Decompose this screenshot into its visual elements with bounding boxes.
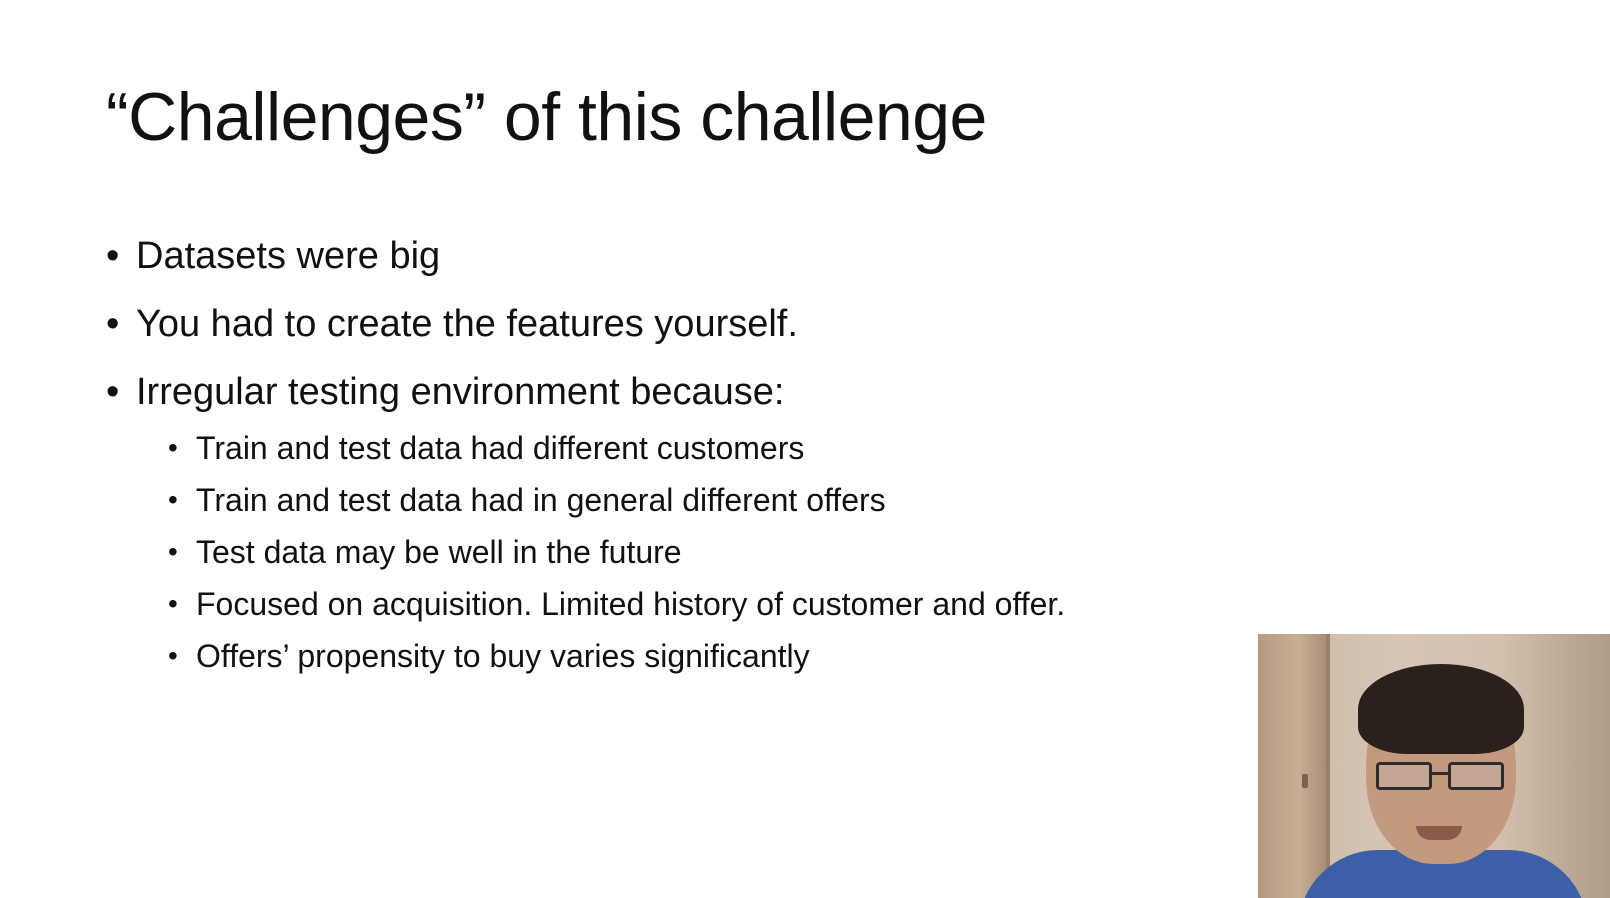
bullet-text: You had to create the features yourself. xyxy=(136,303,798,345)
bullet-text: Datasets were big xyxy=(136,235,441,277)
bullet-item: Datasets were big xyxy=(106,226,1065,286)
glasses-bridge xyxy=(1432,772,1448,775)
presenter-mouth xyxy=(1416,826,1462,840)
glasses-lens-right xyxy=(1448,762,1504,790)
background-door xyxy=(1258,634,1330,898)
sub-bullet-list: Train and test data had different custom… xyxy=(166,422,1065,682)
bullet-list: Datasets were big You had to create the … xyxy=(106,226,1065,690)
bullet-text: Irregular testing environment because: xyxy=(136,371,785,413)
sub-bullet-item: Train and test data had in general diffe… xyxy=(166,474,1065,526)
door-handle xyxy=(1302,774,1308,788)
glasses-lens-left xyxy=(1376,762,1432,790)
sub-bullet-item: Train and test data had different custom… xyxy=(166,422,1065,474)
presenter-hair xyxy=(1358,664,1524,754)
bullet-item: Irregular testing environment because: T… xyxy=(106,362,1065,682)
glasses-icon xyxy=(1376,762,1506,792)
bullet-item: You had to create the features yourself. xyxy=(106,294,1065,354)
sub-bullet-item: Test data may be well in the future xyxy=(166,526,1065,578)
sub-bullet-item: Offers’ propensity to buy varies signifi… xyxy=(166,630,1065,682)
sub-bullet-item: Focused on acquisition. Limited history … xyxy=(166,578,1065,630)
presenter-webcam-overlay xyxy=(1258,634,1610,898)
slide-title: “Challenges” of this challenge xyxy=(106,79,987,155)
